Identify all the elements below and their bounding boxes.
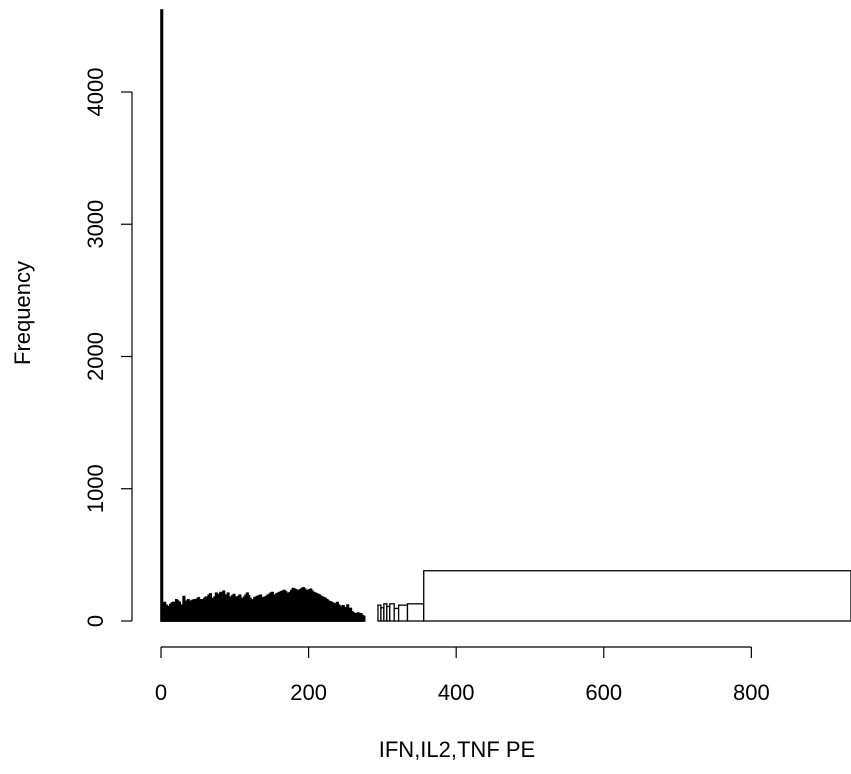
histogram-bar-wide [397, 604, 409, 622]
x-tick-label: 800 [733, 680, 770, 705]
x-tick-label: 200 [290, 680, 327, 705]
x-axis: 0 200 400 600 800 [155, 646, 770, 705]
histogram-bar [160, 9, 164, 622]
y-tick-label: 1000 [83, 464, 108, 513]
histogram-bar-wide [389, 603, 395, 622]
x-tick-label: 0 [155, 680, 167, 705]
y-axis-label: Frequency [10, 261, 35, 365]
x-tick-label: 600 [585, 680, 622, 705]
histogram-bar [362, 615, 366, 622]
histogram-bars [160, 9, 851, 622]
y-tick-label: 0 [83, 615, 108, 627]
histogram-bar-wide [423, 570, 851, 622]
histogram-bar-wide [393, 607, 400, 622]
y-tick-label: 3000 [83, 200, 108, 249]
x-tick-label: 400 [438, 680, 475, 705]
y-axis: 0 1000 2000 3000 4000 [83, 68, 133, 627]
histogram-bar-wide [406, 603, 425, 622]
y-tick-label: 4000 [83, 68, 108, 117]
x-axis-label: IFN,IL2,TNF PE [379, 737, 535, 762]
y-tick-label: 2000 [83, 332, 108, 381]
